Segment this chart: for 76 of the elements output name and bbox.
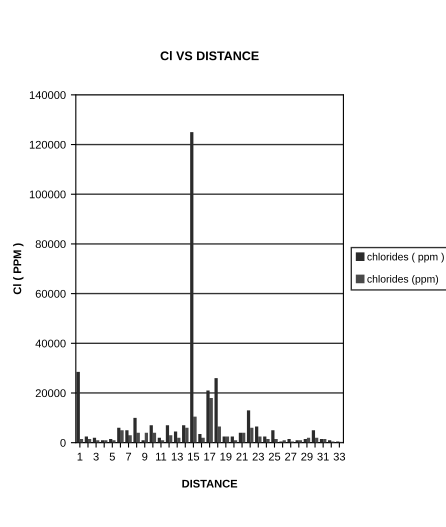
chart-title: Cl VS DISTANCE [160, 51, 259, 60]
bar [315, 438, 318, 443]
y-tick-label: 80000 [36, 240, 66, 248]
bar [198, 434, 202, 443]
bar [96, 440, 100, 443]
bar [202, 438, 205, 443]
bar [230, 436, 234, 443]
x-tick-label: 3 [93, 452, 99, 461]
bar [177, 438, 180, 443]
bar [84, 436, 88, 443]
bar [136, 432, 140, 443]
bar [117, 428, 120, 443]
bar [234, 440, 238, 443]
bar [250, 428, 254, 443]
x-tick-label: 1 [78, 452, 82, 460]
bar [160, 440, 164, 443]
bar [150, 425, 153, 443]
x-tick-label: 13 [172, 452, 183, 461]
bar [185, 428, 189, 443]
bar [210, 398, 213, 443]
bar [182, 425, 186, 443]
y-tick-label: 20000 [36, 389, 66, 398]
y-tick-label: 0 [60, 438, 66, 447]
x-tick-label: 5 [110, 452, 115, 461]
y-tick-label: 140000 [30, 91, 66, 99]
bar [242, 432, 246, 443]
y-axis-title: Cl ( PPM ) [13, 243, 24, 294]
x-tick-label: 21 [236, 452, 248, 460]
bar [323, 438, 326, 443]
bar [246, 410, 250, 443]
bar [144, 432, 148, 443]
bar [282, 440, 286, 443]
x-axis-title: DISTANCE [182, 480, 238, 488]
legend-label: chlorides (ppm) [367, 275, 438, 285]
bar [263, 436, 266, 443]
x-tick-label: 31 [317, 452, 329, 461]
bar [306, 438, 310, 443]
bar [100, 440, 104, 443]
bar [152, 432, 156, 443]
bar [104, 440, 108, 443]
bar [222, 436, 226, 443]
x-tick-label: 7 [126, 452, 132, 460]
bar [298, 440, 302, 443]
bar [328, 440, 332, 443]
bar [142, 440, 145, 443]
bar [238, 432, 242, 443]
bar [255, 426, 258, 443]
bar [304, 438, 307, 443]
x-tick-label: 29 [301, 452, 313, 461]
bar [271, 430, 274, 443]
bar [169, 435, 172, 443]
x-tick-label: 11 [156, 452, 166, 460]
y-tick-label: 100000 [30, 190, 66, 198]
bar [166, 425, 170, 443]
x-tick-label: 25 [268, 452, 280, 461]
x-tick-label: 27 [285, 452, 296, 460]
bar [158, 438, 161, 443]
bar [133, 418, 137, 443]
bar [109, 438, 112, 443]
bar [112, 440, 116, 443]
y-tick-label: 60000 [36, 290, 66, 298]
x-tick-label: 19 [220, 452, 232, 461]
bar [193, 416, 197, 443]
bar [128, 435, 132, 443]
x-tick-label: 15 [188, 452, 200, 461]
x-tick-label: 23 [252, 452, 264, 461]
legend-label: chlorides ( ppm ) [367, 252, 444, 263]
bar [296, 440, 299, 443]
y-tick-label: 120000 [30, 140, 66, 149]
x-tick-label: 33 [334, 452, 346, 461]
y-tick-label: 40000 [35, 340, 66, 348]
bar [92, 438, 96, 443]
bar [218, 426, 221, 443]
x-tick-label: 9 [142, 452, 148, 461]
x-tick-label: 17 [204, 452, 216, 460]
bar [174, 432, 178, 443]
